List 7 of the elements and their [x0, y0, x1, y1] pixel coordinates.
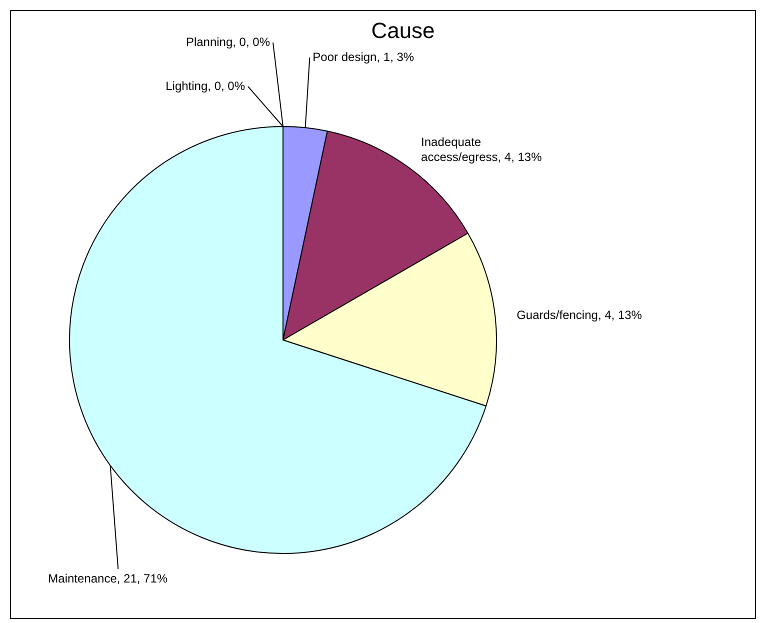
category-label: Planning, 0, 0% — [186, 34, 270, 49]
slice-label: Maintenance, 21, 71% — [48, 571, 168, 586]
category-label: Lighting, 0, 0% — [166, 78, 245, 93]
slice-label: Guards/fencing, 4, 13% — [516, 308, 642, 322]
chart-title: Cause — [371, 18, 435, 44]
slice-label: Inadequate access/egress, 4, 13% — [421, 134, 542, 164]
slice-label: Poor design, 1, 3% — [312, 50, 414, 64]
